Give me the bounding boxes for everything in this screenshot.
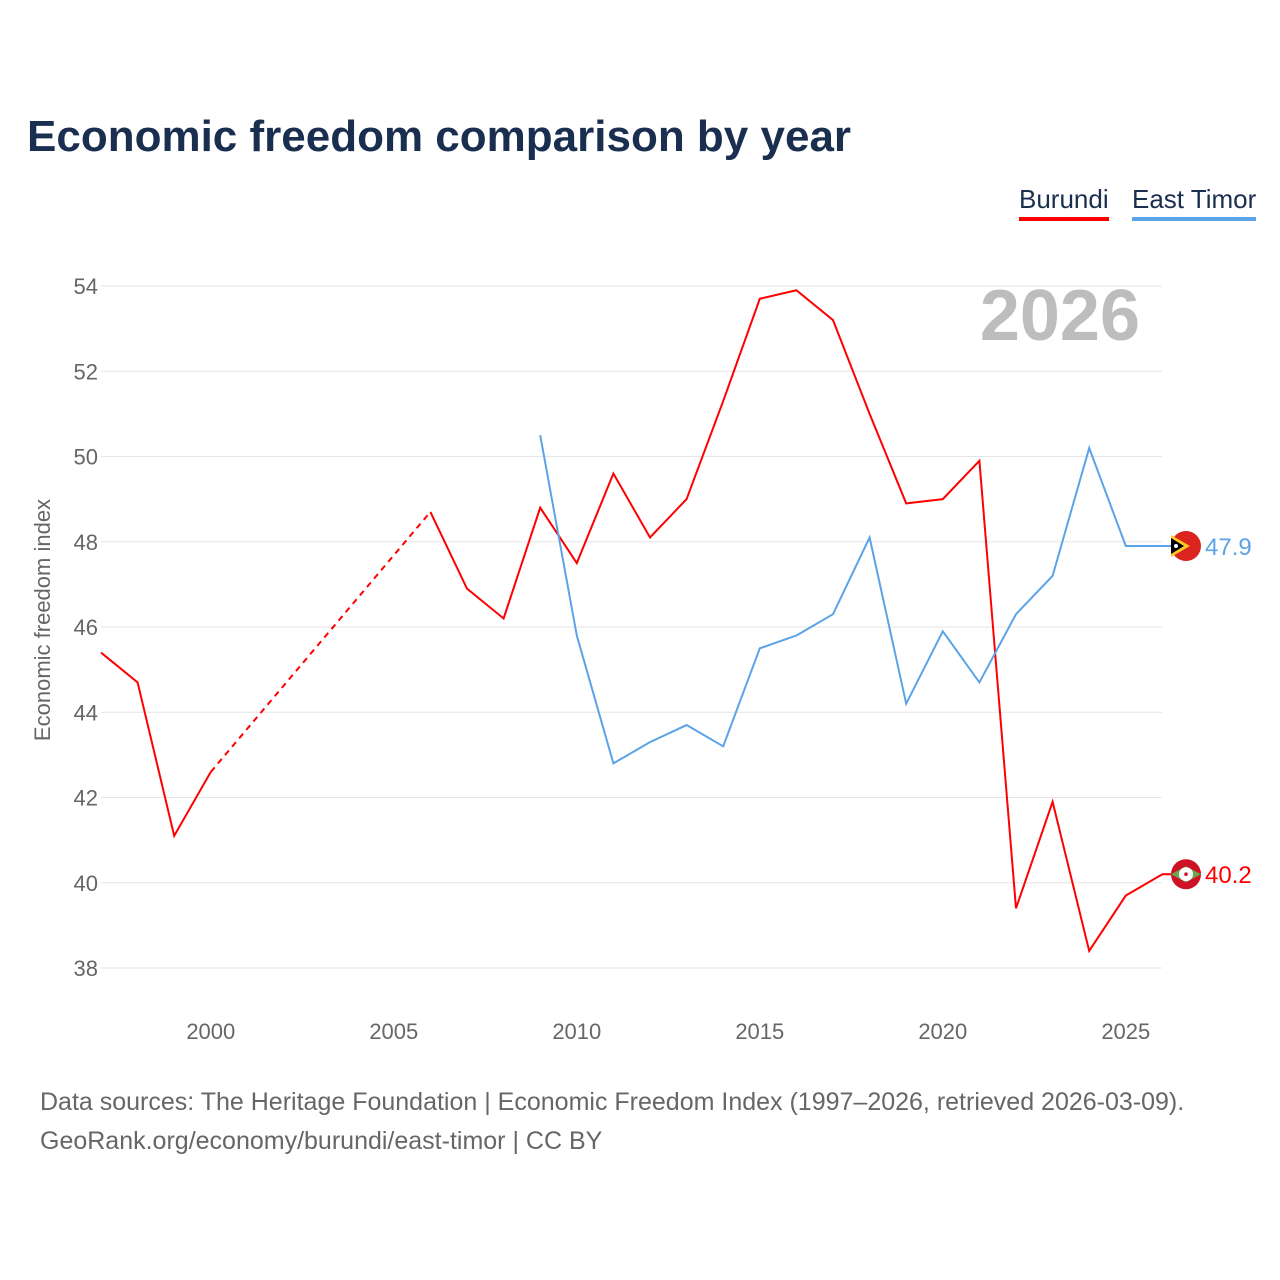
data-point (793, 633, 799, 639)
series-gap-dashed-0 (210, 511, 432, 773)
y-tick-label: 40 (74, 871, 98, 896)
x-tick-label: 2010 (552, 1019, 601, 1044)
data-point (464, 586, 470, 592)
data-point (867, 411, 873, 417)
data-point (135, 679, 141, 685)
data-point (1050, 799, 1056, 805)
data-point (684, 496, 690, 502)
data-point (171, 833, 177, 839)
y-tick-label: 52 (74, 359, 98, 384)
data-point (1086, 445, 1092, 451)
data-point (1050, 573, 1056, 579)
data-point (720, 398, 726, 404)
data-point (757, 645, 763, 651)
x-tick-label: 2020 (918, 1019, 967, 1044)
y-axis-label: Economic freedom index (30, 499, 55, 741)
data-point (903, 701, 909, 707)
data-point (537, 432, 543, 438)
y-tick-label: 38 (74, 956, 98, 981)
data-point (610, 760, 616, 766)
data-point (574, 633, 580, 639)
data-point (610, 471, 616, 477)
data-point (976, 458, 982, 464)
data-point (976, 679, 982, 685)
data-point (1013, 905, 1019, 911)
x-tick-label: 2015 (735, 1019, 784, 1044)
data-point (537, 505, 543, 511)
data-point (757, 296, 763, 302)
data-point (208, 769, 214, 775)
data-point (867, 534, 873, 540)
x-tick-label: 2005 (369, 1019, 418, 1044)
x-tick-label: 2025 (1101, 1019, 1150, 1044)
end-value-label: 47.9 (1205, 534, 1252, 561)
y-tick-label: 46 (74, 615, 98, 640)
data-point (720, 743, 726, 749)
y-tick-label: 54 (74, 274, 98, 299)
data-point (1013, 611, 1019, 617)
data-point (647, 739, 653, 745)
data-point (1123, 543, 1129, 549)
data-point (830, 611, 836, 617)
data-point (98, 650, 104, 656)
data-point (940, 628, 946, 634)
data-point (940, 496, 946, 502)
year-watermark: 2026 (980, 276, 1140, 356)
data-point (427, 509, 433, 515)
east-timor-flag-icon (1174, 544, 1178, 549)
series-line-0 (100, 651, 212, 839)
y-tick-label: 48 (74, 530, 98, 555)
y-tick-label: 50 (74, 445, 98, 470)
y-tick-label: 42 (74, 786, 98, 811)
data-point (647, 534, 653, 540)
source-line-1: Data sources: The Heritage Foundation | … (40, 1088, 1185, 1116)
burundi-flag-icon (1184, 872, 1188, 877)
end-value-label: 40.2 (1205, 862, 1252, 889)
series-line-0 (429, 289, 1163, 954)
data-point (684, 722, 690, 728)
chart-title: Economic freedom comparison by year (27, 112, 852, 161)
data-point (830, 317, 836, 323)
legend-burundi[interactable]: Burundi (1019, 184, 1109, 221)
data-point (903, 500, 909, 506)
y-tick-label: 44 (74, 700, 98, 725)
data-point (1123, 893, 1129, 899)
data-point (574, 560, 580, 566)
data-point (1086, 948, 1092, 954)
data-point (501, 615, 507, 621)
x-tick-label: 2000 (186, 1019, 235, 1044)
legend-east-timor[interactable]: East Timor (1132, 184, 1257, 221)
data-point (793, 287, 799, 293)
series-line-1 (539, 435, 1163, 765)
source-line-2: GeoRank.org/economy/burundi/east-timor |… (40, 1127, 603, 1155)
